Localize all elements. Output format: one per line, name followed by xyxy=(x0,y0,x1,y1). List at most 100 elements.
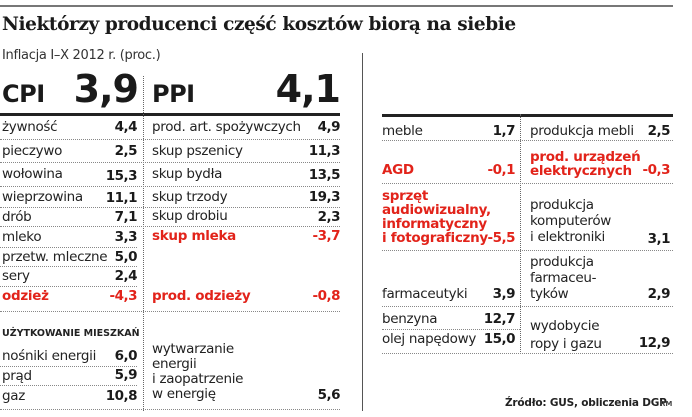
row-divider xyxy=(0,366,137,367)
label-line: komputerów xyxy=(530,213,612,229)
energy-row-label: wytwarzanie energii i zaopatrzenie w ene… xyxy=(152,342,243,402)
ppi-row-label: skup drobiu xyxy=(152,208,228,224)
source-note: Źródło: GUS, obliczenia DGP xyxy=(505,397,667,409)
right-ppi-value: 2,9 xyxy=(647,286,671,302)
section-heading: UŻYTKOWANIE MIESZKAŃ xyxy=(2,328,140,339)
cpi-row-label: mleko xyxy=(2,229,42,245)
cpi-row-value: 15,3 xyxy=(105,168,138,184)
right-ppi-label: produkcja mebli xyxy=(530,123,634,139)
top-rule xyxy=(0,5,673,7)
author-initials: RM xyxy=(660,400,673,408)
ppi-label: PPI xyxy=(152,80,195,108)
ppi-row-label: prod. art. spożywczych xyxy=(152,119,301,135)
housing-row-label: prąd xyxy=(2,368,32,384)
label-line: farmaceu- xyxy=(530,270,597,286)
ppi-value: 4,1 xyxy=(275,67,341,111)
cpi-row-value: 3,3 xyxy=(114,229,138,245)
ppi-row-value: 19,3 xyxy=(308,189,341,205)
right-cpi-label-highlight: sprzęt audiowizualny, informatyczny i fo… xyxy=(382,189,491,245)
cpi-label: CPI xyxy=(2,80,45,108)
label-line: produkcja xyxy=(530,254,594,270)
label-line: wydobycie xyxy=(530,318,600,334)
row-divider xyxy=(0,409,340,410)
right-cpi-label: farmaceutyki xyxy=(382,286,468,302)
cpi-row-label: przetw. mleczne xyxy=(2,249,108,265)
ppi-row-label: skup trzody xyxy=(152,189,228,205)
right-ppi-label: produkcja farmaceu- tyków xyxy=(530,254,597,302)
cpi-row-value: 2,4 xyxy=(114,268,138,284)
cpi-row-label: drób xyxy=(2,209,32,225)
right-cpi-value: 3,9 xyxy=(492,286,516,302)
housing-row-value: 5,9 xyxy=(114,367,138,383)
left-column-divider xyxy=(143,76,144,411)
label-line: audiowizualny, xyxy=(382,202,491,218)
cpi-row-value: 2,5 xyxy=(114,143,138,159)
right-cpi-label: meble xyxy=(382,123,423,139)
energy-label-line: energii xyxy=(152,356,197,372)
cpi-row-label: żywność xyxy=(2,119,58,135)
row-divider xyxy=(382,329,520,330)
housing-row-label: nośniki energii xyxy=(2,348,97,364)
label-line: i elektroniki xyxy=(530,229,606,245)
row-divider xyxy=(382,250,673,251)
cpi-row-label: pieczywo xyxy=(2,143,63,159)
cpi-row-label-highlight: odzież xyxy=(2,288,49,304)
right-ppi-label: produkcja komputerów i elektroniki xyxy=(530,197,611,245)
ppi-row-label-highlight: prod. odzieży xyxy=(152,288,251,304)
row-divider xyxy=(0,266,137,267)
right-ppi-value: 2,5 xyxy=(647,123,671,139)
ppi-row-value-highlight: -0,8 xyxy=(312,288,340,304)
ppi-row-value: 2,3 xyxy=(317,209,341,225)
housing-row-value: 6,0 xyxy=(114,348,138,364)
row-divider xyxy=(0,207,340,208)
row-divider xyxy=(0,247,137,248)
row-divider xyxy=(0,186,340,187)
energy-label-line: wytwarzanie xyxy=(152,341,234,357)
energy-row-value: 5,6 xyxy=(317,387,341,403)
cpi-row-label: wołowina xyxy=(2,166,63,182)
right-cpi-value: 15,0 xyxy=(483,331,516,347)
cpi-row-value: 4,4 xyxy=(114,119,138,135)
ppi-row-value: 4,9 xyxy=(317,119,341,135)
ppi-row-label-highlight: skup mleka xyxy=(152,228,236,244)
label-line: informatyczny xyxy=(382,216,487,232)
cpi-row-value: 5,0 xyxy=(114,249,138,265)
label-line: sprzęt xyxy=(382,188,429,204)
right-cpi-value-highlight: -0,1 xyxy=(487,162,515,178)
right-cpi-label: olej napędowy xyxy=(382,331,477,347)
right-cpi-label: benzyna xyxy=(382,311,438,327)
right-cpi-value: 12,7 xyxy=(483,311,516,327)
ppi-row-value-highlight: -3,7 xyxy=(312,228,340,244)
header-rule xyxy=(0,113,340,116)
panel-divider xyxy=(362,53,363,411)
cpi-row-value: 7,1 xyxy=(114,209,138,225)
label-line: i fotograficzny xyxy=(382,230,488,246)
right-ppi-value: 12,9 xyxy=(638,335,671,351)
right-column-divider xyxy=(520,114,521,354)
subtitle: Inflacja I–X 2012 r. (proc.) xyxy=(2,48,161,63)
label-line: tyków xyxy=(530,286,569,302)
row-divider xyxy=(382,306,673,307)
ppi-row-value: 13,5 xyxy=(308,167,341,183)
right-ppi-value-highlight: -0,3 xyxy=(642,162,670,178)
cpi-row-label: sery xyxy=(2,268,30,284)
cpi-value: 3,9 xyxy=(73,67,139,111)
row-divider xyxy=(0,226,340,227)
ppi-row-label: skup bydła xyxy=(152,166,223,182)
row-divider xyxy=(382,183,673,184)
label-line: elektrycznych xyxy=(530,163,632,179)
row-divider xyxy=(0,162,340,163)
row-divider xyxy=(0,385,137,386)
ppi-row-label: skup pszenicy xyxy=(152,143,243,159)
label-line: prod. urządzeń xyxy=(530,149,641,165)
row-divider xyxy=(0,139,340,140)
energy-label-line: w energię xyxy=(152,386,216,402)
right-header-rule xyxy=(382,114,673,117)
right-ppi-label: wydobycie ropy i gazu xyxy=(530,317,602,353)
row-divider xyxy=(0,311,340,312)
cpi-row-value: 11,1 xyxy=(105,190,138,206)
right-cpi-value: 1,7 xyxy=(492,123,516,139)
right-ppi-label-highlight: prod. urządzeń elektrycznych xyxy=(530,149,641,179)
right-ppi-value: 3,1 xyxy=(647,231,671,247)
label-line: produkcja xyxy=(530,197,594,213)
